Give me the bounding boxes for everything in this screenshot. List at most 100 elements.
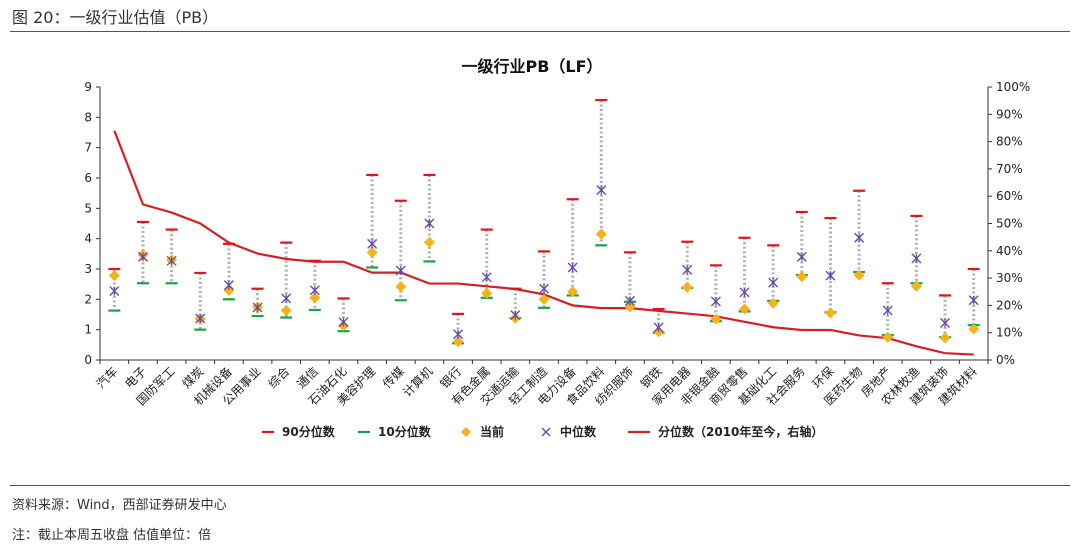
right-tick-label: 60% [996, 189, 1023, 203]
right-tick-label: 20% [996, 298, 1023, 312]
right-tick-label: 80% [996, 135, 1023, 149]
median-point [968, 295, 979, 306]
left-tick-label: 6 [84, 171, 92, 185]
median-point [682, 264, 693, 275]
left-tick-label: 5 [84, 201, 92, 215]
median-point [596, 185, 607, 196]
legend-item: 当前 [461, 424, 504, 439]
legend-label: 10分位数 [378, 424, 432, 439]
right-tick-label: 40% [996, 244, 1023, 258]
left-tick-label: 1 [84, 323, 92, 337]
median-point [453, 329, 464, 340]
legend-item: 中位数 [541, 424, 597, 439]
median-point [481, 272, 492, 283]
current-point [710, 313, 722, 325]
median-point [653, 322, 664, 333]
bottom-rule [10, 485, 1070, 486]
median-point [395, 265, 406, 276]
current-point [538, 293, 550, 305]
right-tick-label: 10% [996, 326, 1023, 340]
median-point [768, 277, 779, 288]
median-point [825, 270, 836, 281]
left-tick-label: 9 [84, 80, 92, 94]
median-point [195, 313, 206, 324]
median-point [882, 305, 893, 316]
median-point [911, 253, 922, 264]
legend-label: 90分位数 [282, 424, 336, 439]
current-point [968, 323, 980, 335]
left-tick-label: 8 [84, 110, 92, 124]
median-point [710, 296, 721, 307]
category-label: 综合 [265, 364, 293, 392]
current-point [882, 331, 894, 343]
range-lines [112, 100, 976, 344]
legend-item: 90分位数 [262, 424, 336, 439]
median-point [624, 295, 635, 306]
chart-marks [108, 98, 980, 356]
legend-item: 10分位数 [358, 424, 432, 439]
category-label: 汽车 [93, 364, 121, 392]
median-point [940, 317, 951, 328]
current-point [366, 246, 378, 258]
current-point [108, 270, 120, 282]
median-point [567, 262, 578, 273]
current-point [595, 228, 607, 240]
right-tick-label: 90% [996, 107, 1023, 121]
legend-label: 当前 [480, 424, 504, 439]
legend-label: 中位数 [560, 424, 597, 439]
current-point [767, 297, 779, 309]
median-point [309, 285, 320, 296]
chart-title: 一级行业PB（LF） [461, 57, 602, 76]
right-tick-label: 100% [996, 80, 1030, 94]
median-point [338, 317, 349, 328]
left-tick-label: 2 [84, 292, 92, 306]
top-rule [10, 31, 1070, 32]
current-point [910, 280, 922, 292]
median-point [166, 255, 177, 266]
legend-swatch-median [541, 427, 551, 437]
median-point [223, 280, 234, 291]
median-point [510, 310, 521, 321]
current-point [309, 292, 321, 304]
median-point [854, 232, 865, 243]
figure-title: 图 20：一级行业估值（PB） [12, 8, 219, 27]
current-point [481, 287, 493, 299]
current-point [853, 269, 865, 281]
median-point [424, 218, 435, 229]
category-label: 计算机 [399, 364, 435, 400]
current-point [280, 305, 292, 317]
right-tick-label: 50% [996, 217, 1023, 231]
current-point [824, 307, 836, 319]
left-tick-label: 7 [84, 141, 92, 155]
median-point [281, 293, 292, 304]
legend-swatch-current [461, 427, 471, 437]
right-tick-label: 30% [996, 271, 1023, 285]
source-note: 资料来源：Wind，西部证券研发中心 [12, 498, 227, 513]
right-tick-label: 70% [996, 162, 1023, 176]
median-point [739, 287, 750, 298]
left-tick-label: 3 [84, 262, 92, 276]
current-point [939, 332, 951, 344]
current-point [567, 286, 579, 298]
current-point [423, 236, 435, 248]
current-point [395, 281, 407, 293]
median-point [109, 286, 120, 297]
median-point [367, 238, 378, 249]
current-point [681, 281, 693, 293]
left-tick-label: 4 [84, 232, 92, 246]
right-tick-label: 0% [996, 353, 1015, 367]
median-point [796, 251, 807, 262]
median-point [539, 283, 549, 294]
median-point [137, 251, 148, 262]
percentile-line [113, 130, 974, 356]
left-tick-label: 0 [84, 353, 92, 367]
current-point [796, 271, 808, 283]
footnote: 注：截止本周五收盘 估值单位：倍 [12, 528, 212, 543]
legend-label: 分位数（2010年至今，右轴） [658, 424, 823, 439]
legend-item: 分位数（2010年至今，右轴） [628, 424, 823, 439]
chart-legend: 90分位数 10分位数 当前 中位数 分位数（2010年至今，右轴） [262, 424, 823, 439]
median-point [252, 302, 263, 313]
current-point [452, 336, 464, 348]
current-point [739, 303, 751, 315]
